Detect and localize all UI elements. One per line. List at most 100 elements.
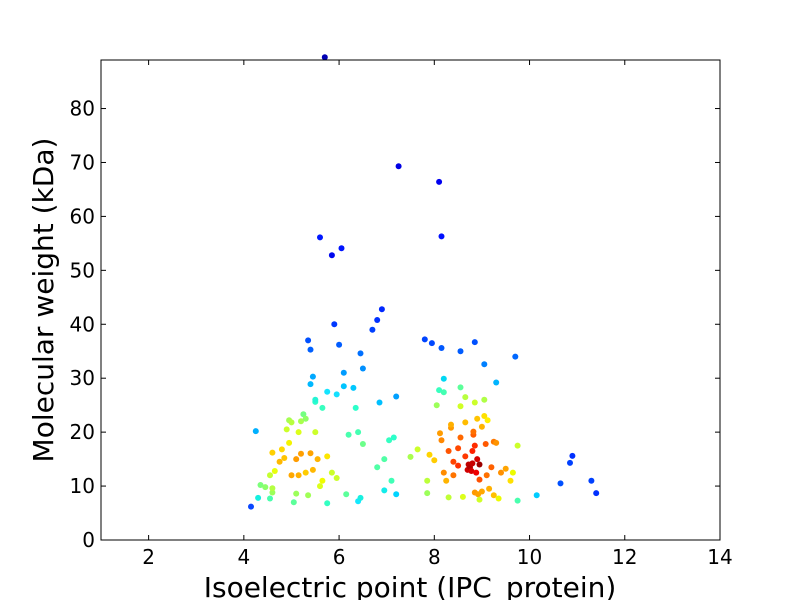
- data-point: [319, 477, 326, 484]
- data-point: [340, 369, 347, 376]
- data-point: [431, 457, 438, 464]
- data-point: [333, 391, 340, 398]
- data-point: [286, 439, 293, 446]
- data-point: [312, 429, 319, 436]
- y-tick-label: 20: [70, 420, 95, 444]
- data-point: [436, 387, 443, 394]
- data-point: [424, 477, 431, 484]
- data-point: [357, 350, 364, 357]
- data-point: [271, 468, 278, 474]
- data-point: [302, 415, 309, 422]
- data-point: [476, 476, 483, 483]
- data-point: [462, 419, 469, 426]
- data-point: [481, 413, 488, 419]
- data-point: [474, 456, 481, 463]
- data-point: [390, 434, 397, 441]
- data-point: [476, 461, 483, 468]
- data-point: [336, 341, 343, 348]
- data-point: [484, 417, 491, 424]
- data-point: [507, 477, 514, 484]
- data-point: [312, 396, 319, 403]
- data-point: [455, 445, 462, 452]
- data-point: [381, 456, 388, 463]
- x-tick-label: 12: [612, 545, 637, 569]
- data-point: [512, 353, 519, 360]
- data-point: [502, 465, 509, 472]
- data-point: [495, 495, 502, 502]
- data-point: [474, 415, 481, 422]
- y-tick-label: 10: [70, 474, 95, 498]
- data-point: [369, 326, 376, 333]
- data-point: [450, 458, 457, 465]
- data-point: [457, 403, 464, 410]
- data-point: [462, 394, 469, 401]
- data-point: [255, 494, 262, 501]
- data-point: [488, 464, 495, 471]
- x-tick-label: 10: [517, 545, 542, 569]
- data-point: [359, 365, 366, 372]
- x-tick-label: 4: [237, 545, 250, 569]
- data-point: [295, 429, 302, 436]
- data-point: [252, 428, 259, 435]
- y-tick-label: 0: [82, 528, 95, 552]
- data-point: [309, 373, 316, 380]
- data-point: [509, 469, 516, 476]
- data-point: [457, 434, 464, 441]
- data-point: [482, 441, 489, 447]
- data-point: [486, 485, 493, 492]
- data-point: [481, 361, 488, 368]
- data-point: [333, 475, 340, 481]
- data-point: [340, 383, 347, 390]
- data-point: [267, 472, 273, 479]
- data-point: [393, 393, 400, 400]
- data-point: [345, 431, 352, 438]
- data-point: [293, 456, 300, 463]
- data-point: [471, 339, 478, 346]
- x-tick-label: 14: [707, 545, 732, 569]
- data-point: [283, 426, 290, 433]
- data-point: [338, 245, 345, 252]
- data-point: [269, 449, 276, 456]
- data-point: [450, 472, 457, 479]
- data-point: [471, 442, 478, 449]
- data-point: [514, 442, 521, 449]
- data-point: [269, 489, 276, 496]
- y-tick-label: 60: [70, 204, 95, 228]
- data-point: [533, 492, 540, 499]
- data-point: [305, 492, 312, 499]
- data-point: [438, 233, 445, 240]
- data-point: [476, 496, 483, 503]
- y-tick-label: 70: [70, 150, 95, 174]
- data-point: [457, 384, 464, 391]
- data-point: [469, 460, 476, 467]
- y-tick-label: 30: [70, 366, 95, 390]
- data-point: [438, 437, 445, 444]
- data-point: [455, 462, 462, 469]
- data-point: [290, 499, 297, 506]
- data-point: [324, 388, 331, 395]
- data-point: [470, 428, 477, 435]
- data-point: [593, 490, 600, 497]
- data-point: [469, 448, 476, 454]
- data-point: [307, 450, 314, 457]
- data-point: [293, 490, 300, 497]
- x-axis-label: Isoelectric point (IPC_protein): [204, 571, 617, 600]
- data-point: [493, 439, 500, 446]
- data-point: [483, 472, 490, 479]
- y-tick-label: 80: [70, 97, 95, 121]
- data-point: [498, 469, 504, 476]
- data-point: [381, 487, 388, 494]
- data-point: [248, 503, 254, 510]
- data-point: [355, 429, 362, 436]
- data-point: [407, 453, 414, 460]
- data-point: [569, 452, 576, 459]
- data-point: [437, 430, 443, 437]
- x-tick-label: 6: [333, 545, 346, 569]
- data-point: [328, 252, 335, 259]
- data-point: [457, 348, 464, 355]
- data-point: [324, 500, 331, 507]
- data-point: [414, 446, 421, 453]
- data-point: [436, 178, 443, 185]
- data-point: [374, 317, 381, 323]
- data-point: [421, 336, 428, 343]
